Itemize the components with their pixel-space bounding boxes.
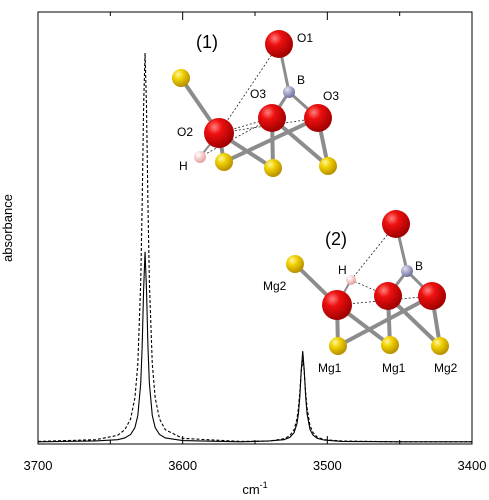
- spectrum-line: [38, 252, 472, 442]
- plot: [38, 53, 472, 442]
- x-axis-label: cm-1: [242, 480, 267, 497]
- x-tick-label: 3500: [313, 458, 342, 473]
- y-axis-label: absorbance: [0, 194, 15, 262]
- annotation: O1: [297, 31, 313, 45]
- x-axis-label-base: cm: [242, 482, 259, 497]
- spectrum-line: [38, 53, 472, 442]
- annotation: Mg1: [318, 361, 342, 375]
- annotation: B: [297, 73, 305, 87]
- annotation: O3: [323, 89, 339, 103]
- x-tick-label: 3400: [458, 458, 487, 473]
- annotation: H: [338, 263, 347, 277]
- annotation: Mg1: [382, 361, 406, 375]
- annotation: (1): [196, 32, 218, 52]
- annotation: O2: [177, 125, 193, 139]
- structure-2: [286, 210, 449, 355]
- structure-1: [172, 30, 337, 177]
- annotation: B: [415, 259, 423, 273]
- chart: absorbance cm-1 (1) O1 B O3 O3 O2 H (2) …: [0, 0, 489, 500]
- x-tick-label: 3700: [24, 458, 53, 473]
- annotation: Mg2: [263, 279, 287, 293]
- annotation: (2): [325, 229, 347, 249]
- annotation: O3: [250, 87, 266, 101]
- x-axis-label-exponent: -1: [260, 480, 268, 490]
- annotation: Mg2: [434, 361, 458, 375]
- annotation: H: [179, 159, 188, 173]
- x-tick-label: 3600: [168, 458, 197, 473]
